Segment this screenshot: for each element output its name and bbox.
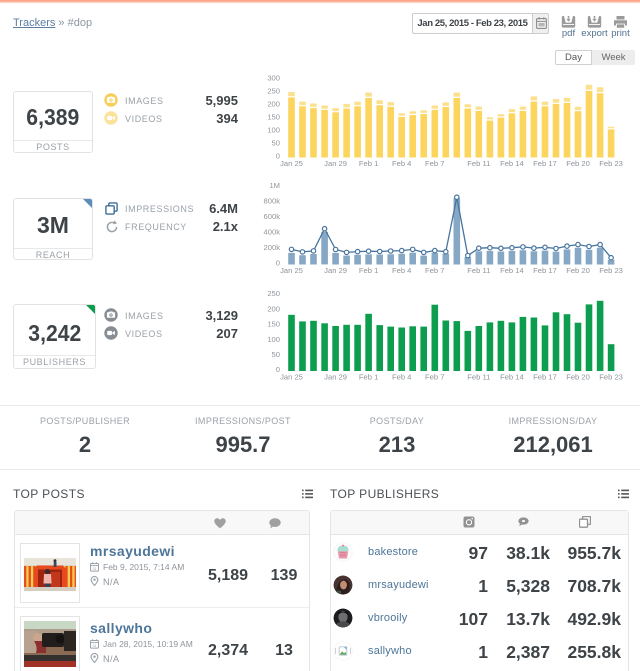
svg-text:Jan 25: Jan 25 xyxy=(280,159,303,168)
svg-text:Feb 23: Feb 23 xyxy=(599,266,623,275)
svg-text:400k: 400k xyxy=(264,228,281,237)
svg-text:150: 150 xyxy=(267,113,280,122)
svg-text:200: 200 xyxy=(267,100,280,109)
svg-text:0: 0 xyxy=(276,365,280,374)
svg-text:150: 150 xyxy=(267,320,280,329)
svg-text:100: 100 xyxy=(267,335,280,344)
svg-text:Feb 4: Feb 4 xyxy=(392,266,411,275)
svg-text:0: 0 xyxy=(276,152,280,161)
svg-text:Feb 7: Feb 7 xyxy=(425,159,444,168)
svg-text:Jan 29: Jan 29 xyxy=(324,373,347,382)
svg-text:Feb 17: Feb 17 xyxy=(533,159,557,168)
svg-text:Feb 20: Feb 20 xyxy=(566,266,590,275)
svg-text:Feb 23: Feb 23 xyxy=(599,159,623,168)
svg-text:Feb 7: Feb 7 xyxy=(425,373,444,382)
svg-text:50: 50 xyxy=(272,350,280,359)
svg-text:Feb 1: Feb 1 xyxy=(359,159,378,168)
svg-text:Jan 29: Jan 29 xyxy=(324,266,347,275)
svg-text:Jan 25: Jan 25 xyxy=(280,266,303,275)
svg-text:1M: 1M xyxy=(269,181,280,190)
svg-text:31: 31 xyxy=(93,644,97,648)
svg-text:250: 250 xyxy=(267,87,280,96)
svg-text:Jan 29: Jan 29 xyxy=(324,159,347,168)
svg-text:Feb 11: Feb 11 xyxy=(467,159,490,168)
svg-text:Feb 7: Feb 7 xyxy=(425,266,444,275)
svg-text:50: 50 xyxy=(272,139,280,148)
svg-text:200: 200 xyxy=(267,304,280,313)
svg-text:0: 0 xyxy=(276,259,280,268)
svg-text:250: 250 xyxy=(267,289,280,298)
svg-text:Feb 14: Feb 14 xyxy=(500,266,524,275)
svg-text:Feb 4: Feb 4 xyxy=(392,373,411,382)
svg-text:Feb 1: Feb 1 xyxy=(359,373,378,382)
svg-text:Feb 20: Feb 20 xyxy=(566,159,590,168)
svg-text:Feb 23: Feb 23 xyxy=(599,373,623,382)
svg-text:Feb 11: Feb 11 xyxy=(467,373,490,382)
svg-text:31: 31 xyxy=(93,567,97,571)
svg-text:Feb 14: Feb 14 xyxy=(500,373,524,382)
svg-text:Jan 25: Jan 25 xyxy=(280,373,303,382)
svg-text:Feb 1: Feb 1 xyxy=(359,266,378,275)
svg-text:800k: 800k xyxy=(264,197,281,206)
svg-text:Feb 11: Feb 11 xyxy=(467,266,490,275)
svg-text:300: 300 xyxy=(267,74,280,83)
svg-text:Feb 20: Feb 20 xyxy=(566,373,590,382)
svg-text:Feb 14: Feb 14 xyxy=(500,159,524,168)
svg-text:Feb 17: Feb 17 xyxy=(533,266,557,275)
svg-text:Feb 17: Feb 17 xyxy=(533,373,557,382)
svg-text:Feb 4: Feb 4 xyxy=(392,159,411,168)
svg-text:200k: 200k xyxy=(264,243,281,252)
svg-text:600k: 600k xyxy=(264,212,281,221)
svg-text:100: 100 xyxy=(267,126,280,135)
